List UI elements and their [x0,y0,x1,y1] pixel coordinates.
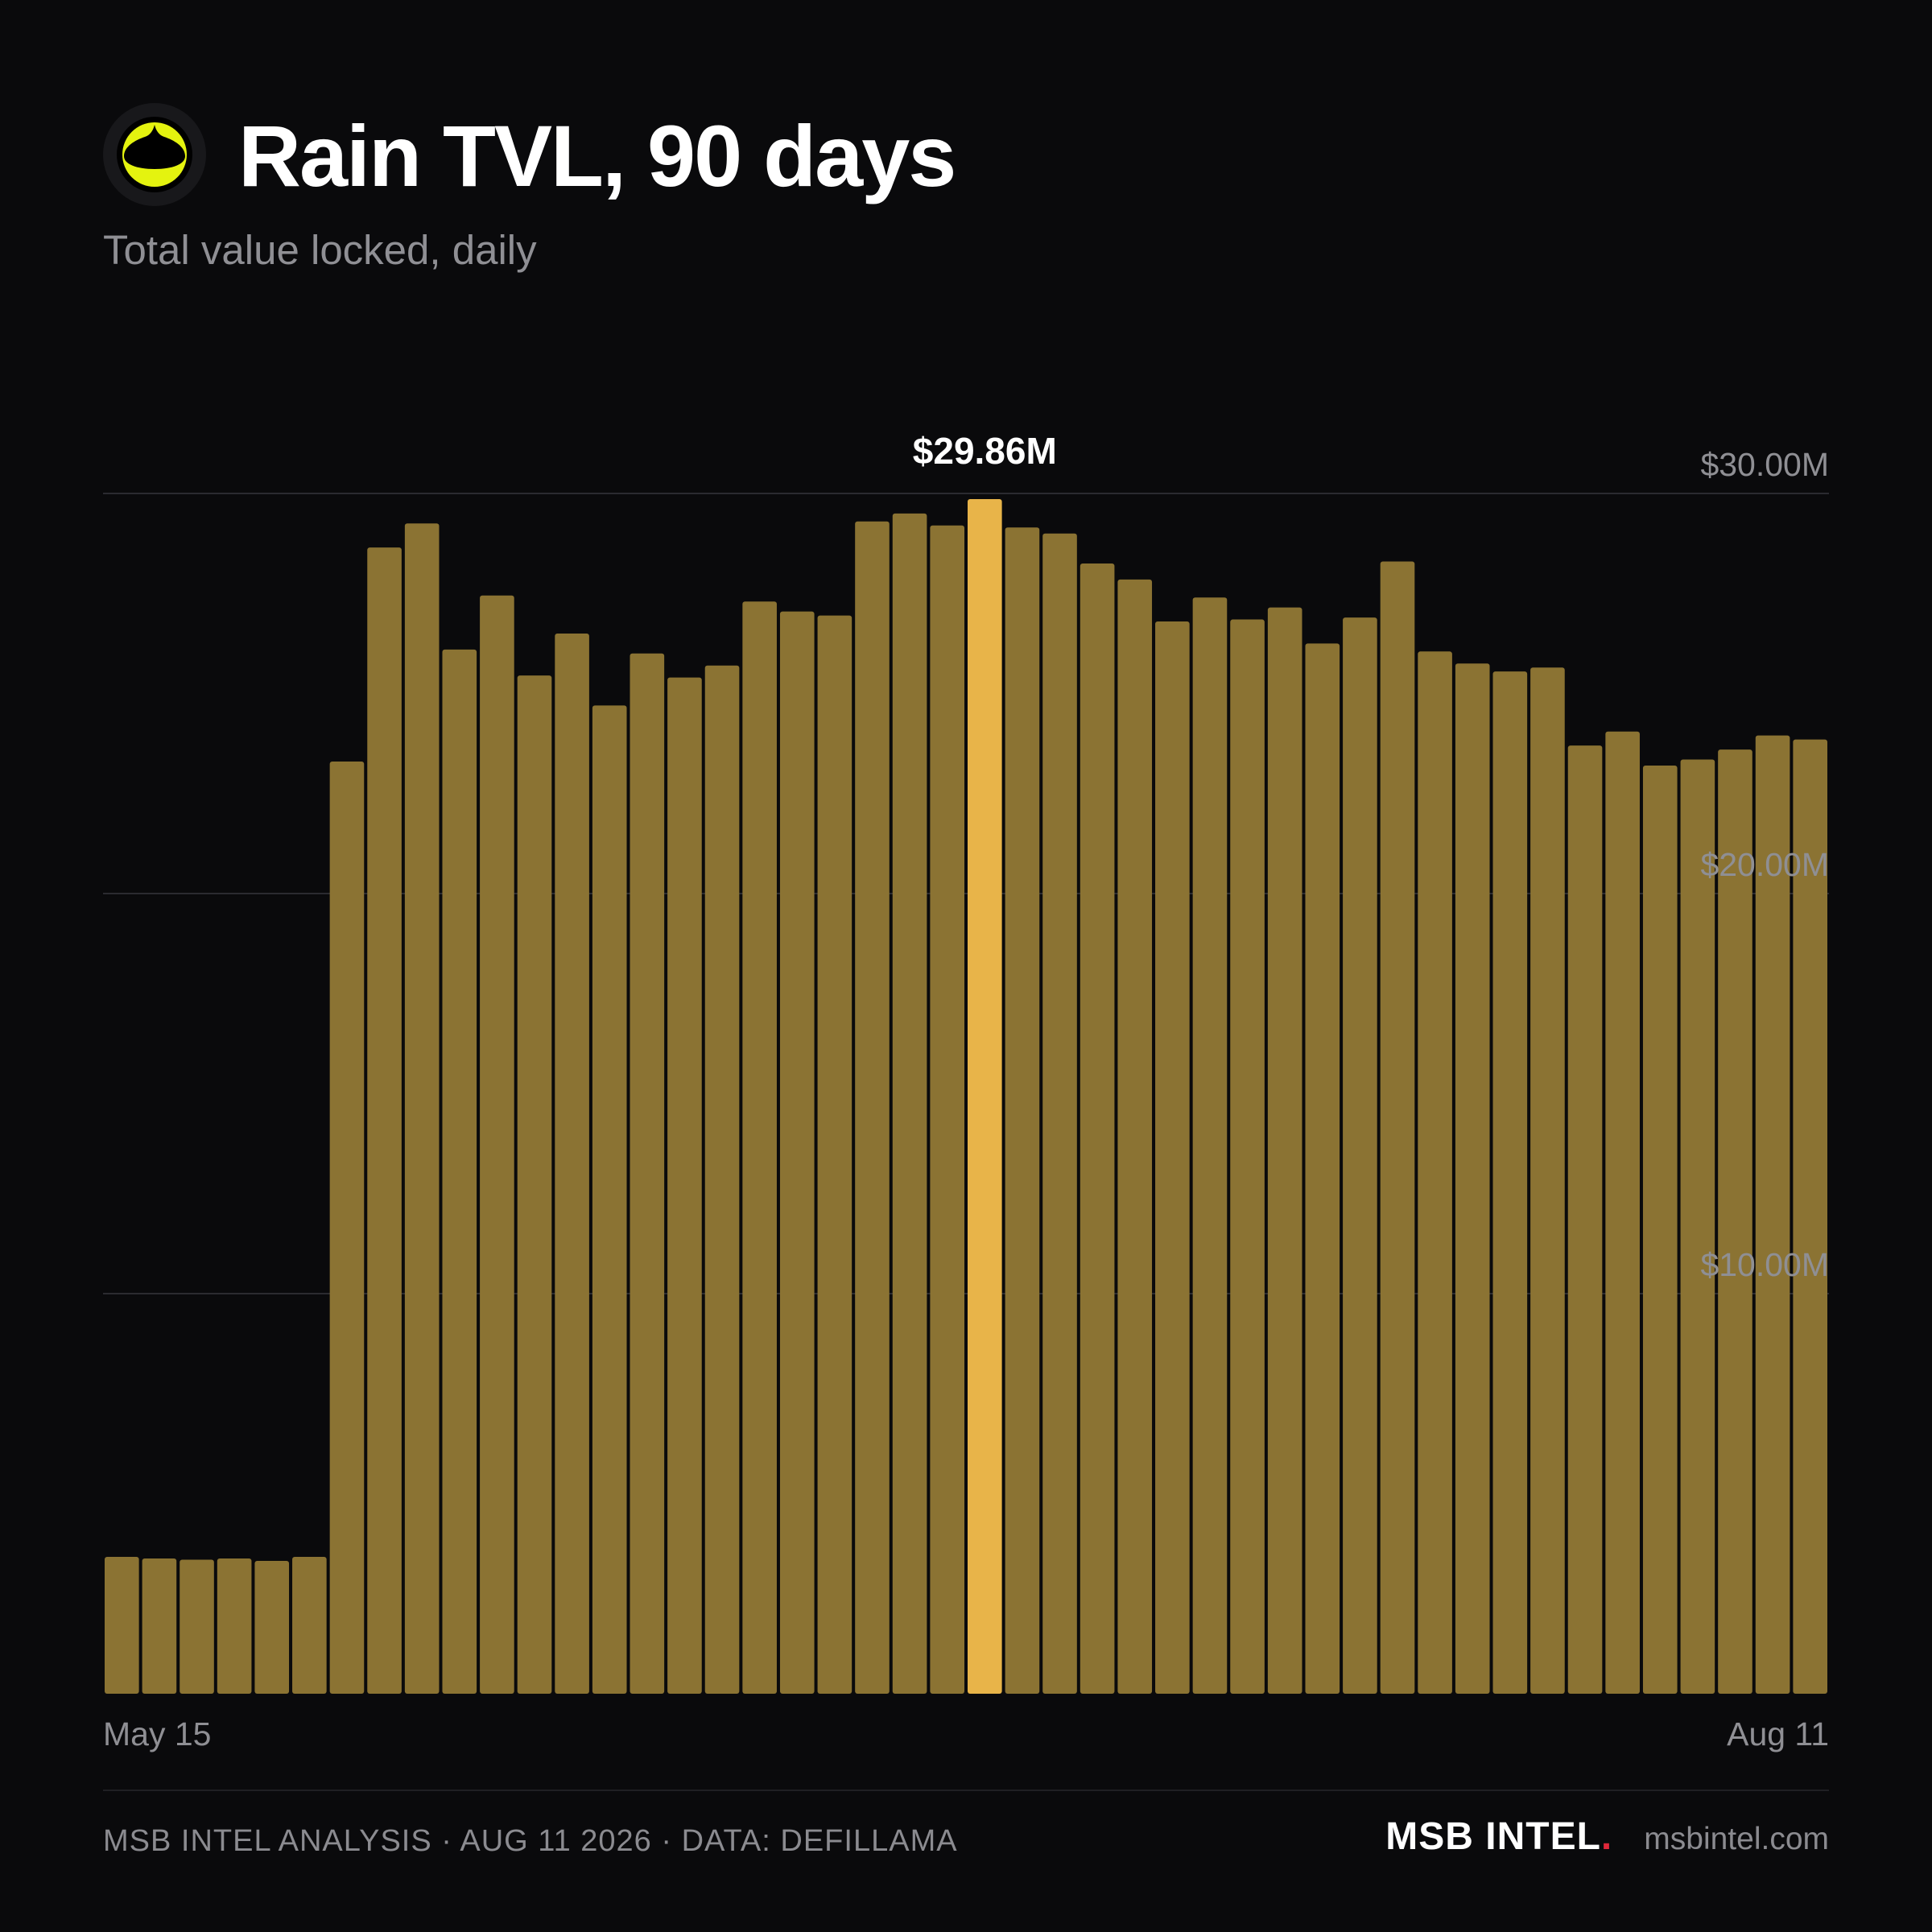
bar [1042,533,1077,1695]
bar [254,1561,290,1694]
bar [704,665,740,1695]
x-end-label: Aug 11 [1727,1715,1829,1752]
bar [1567,745,1603,1694]
footer-brand-block: MSB INTEL. msbintel.com [1385,1814,1829,1863]
bar [930,525,964,1694]
y-tick-label: $20.00M [1700,846,1829,883]
bar [1718,749,1752,1694]
bar [1530,667,1565,1695]
bar [892,513,927,1694]
bar [742,601,777,1695]
x-start-label: May 15 [103,1715,211,1752]
bar [105,1557,139,1694]
bar [1755,735,1790,1695]
bar [1793,739,1827,1694]
brand-dot: . [1600,1815,1612,1858]
bar [480,595,514,1694]
peak-value-label: $29.86M [913,430,1057,472]
bar [367,547,402,1694]
bar [180,1559,214,1694]
bar [1155,621,1190,1694]
bar [404,523,440,1694]
bar [442,649,477,1694]
bar [292,1557,327,1694]
bar [667,677,702,1694]
bar [1230,619,1265,1694]
bar [1305,643,1340,1695]
bar [142,1558,177,1694]
bar [1492,671,1528,1695]
bar [1418,651,1452,1694]
brand-name: MSB INTEL [1385,1815,1601,1858]
y-tick-labels: $10.00M $20.00M $30.00M [1700,446,1829,1283]
footer-credit: MSB INTEL ANALYSIS · AUG 11 2026 · DATA:… [103,1824,958,1858]
footer-divider [103,1790,1829,1791]
bar [1343,617,1377,1694]
bar [1642,765,1678,1695]
rain-logo-icon [103,103,206,206]
bar [855,521,890,1694]
bar [1005,527,1040,1694]
bar [517,675,552,1694]
bars [105,498,1827,1695]
bar [1455,663,1490,1694]
y-tick-label: $30.00M [1700,446,1829,483]
bar [592,705,627,1695]
bar [1267,607,1302,1694]
bar [1117,579,1153,1694]
bar [1380,561,1415,1694]
bar [217,1558,252,1694]
bar [817,615,852,1694]
bar [555,633,589,1695]
chart-title: Rain TVL, 90 days [238,107,956,204]
bar [1192,597,1228,1694]
bar [630,653,665,1694]
site-link[interactable]: msbintel.com [1644,1822,1829,1856]
bar [1605,731,1640,1694]
peak-bar [968,498,1002,1695]
chart-subtitle: Total value locked, daily [103,227,537,273]
y-tick-label: $10.00M [1700,1246,1829,1283]
bar [329,761,365,1694]
bar [1080,563,1115,1694]
bar [779,611,815,1694]
bar [1680,759,1715,1694]
